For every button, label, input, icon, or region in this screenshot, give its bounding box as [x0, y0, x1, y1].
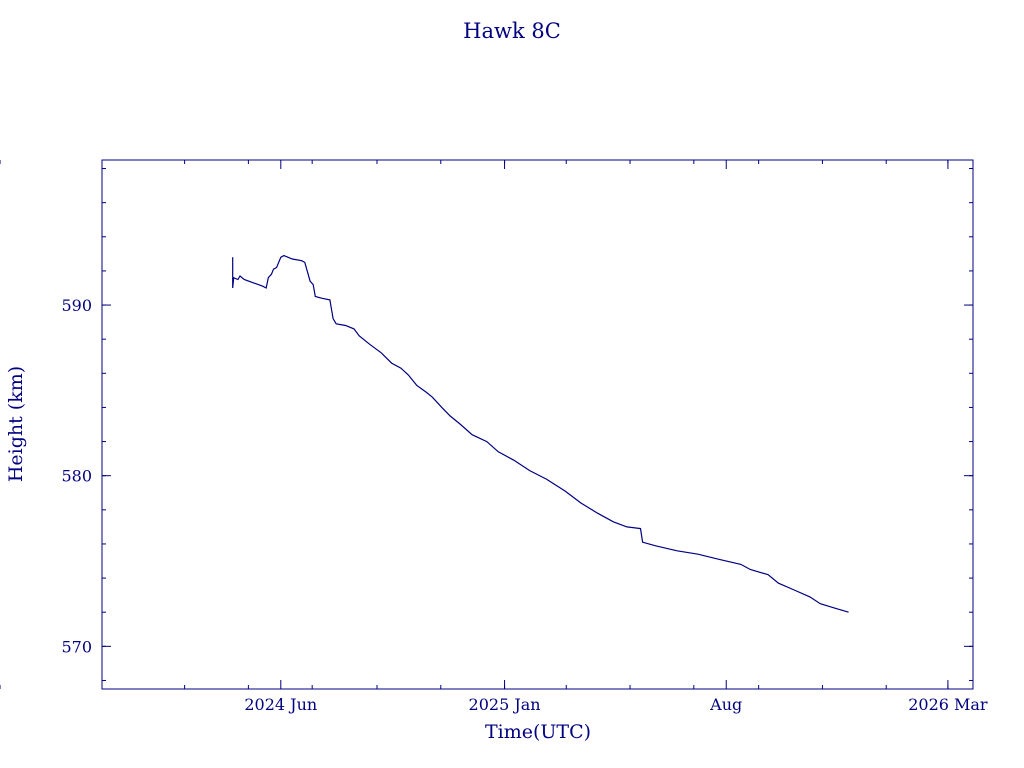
y-tick-labels: 570 580 590	[61, 296, 92, 656]
y-tick-label: 590	[61, 296, 92, 315]
x-tick-labels: 2024 Jun 2025 Jan Aug 2026 Mar	[244, 695, 988, 714]
y-axis-label: Height (km)	[5, 366, 27, 482]
y-tick-label: 580	[61, 467, 92, 486]
x-tick-label: 2026 Mar	[908, 695, 988, 714]
x-axis-label: Time(UTC)	[485, 721, 591, 743]
height-series-line	[232, 254, 849, 613]
x-tick-label: 2025 Jan	[469, 695, 541, 714]
x-tick-label: 2024 Jun	[244, 695, 317, 714]
plot-frame	[101, 159, 974, 690]
chart-title: Hawk 8C	[463, 19, 561, 43]
y-tick-label: 570	[61, 637, 92, 656]
axis-ticks	[0, 160, 973, 689]
x-tick-label: Aug	[709, 695, 742, 714]
